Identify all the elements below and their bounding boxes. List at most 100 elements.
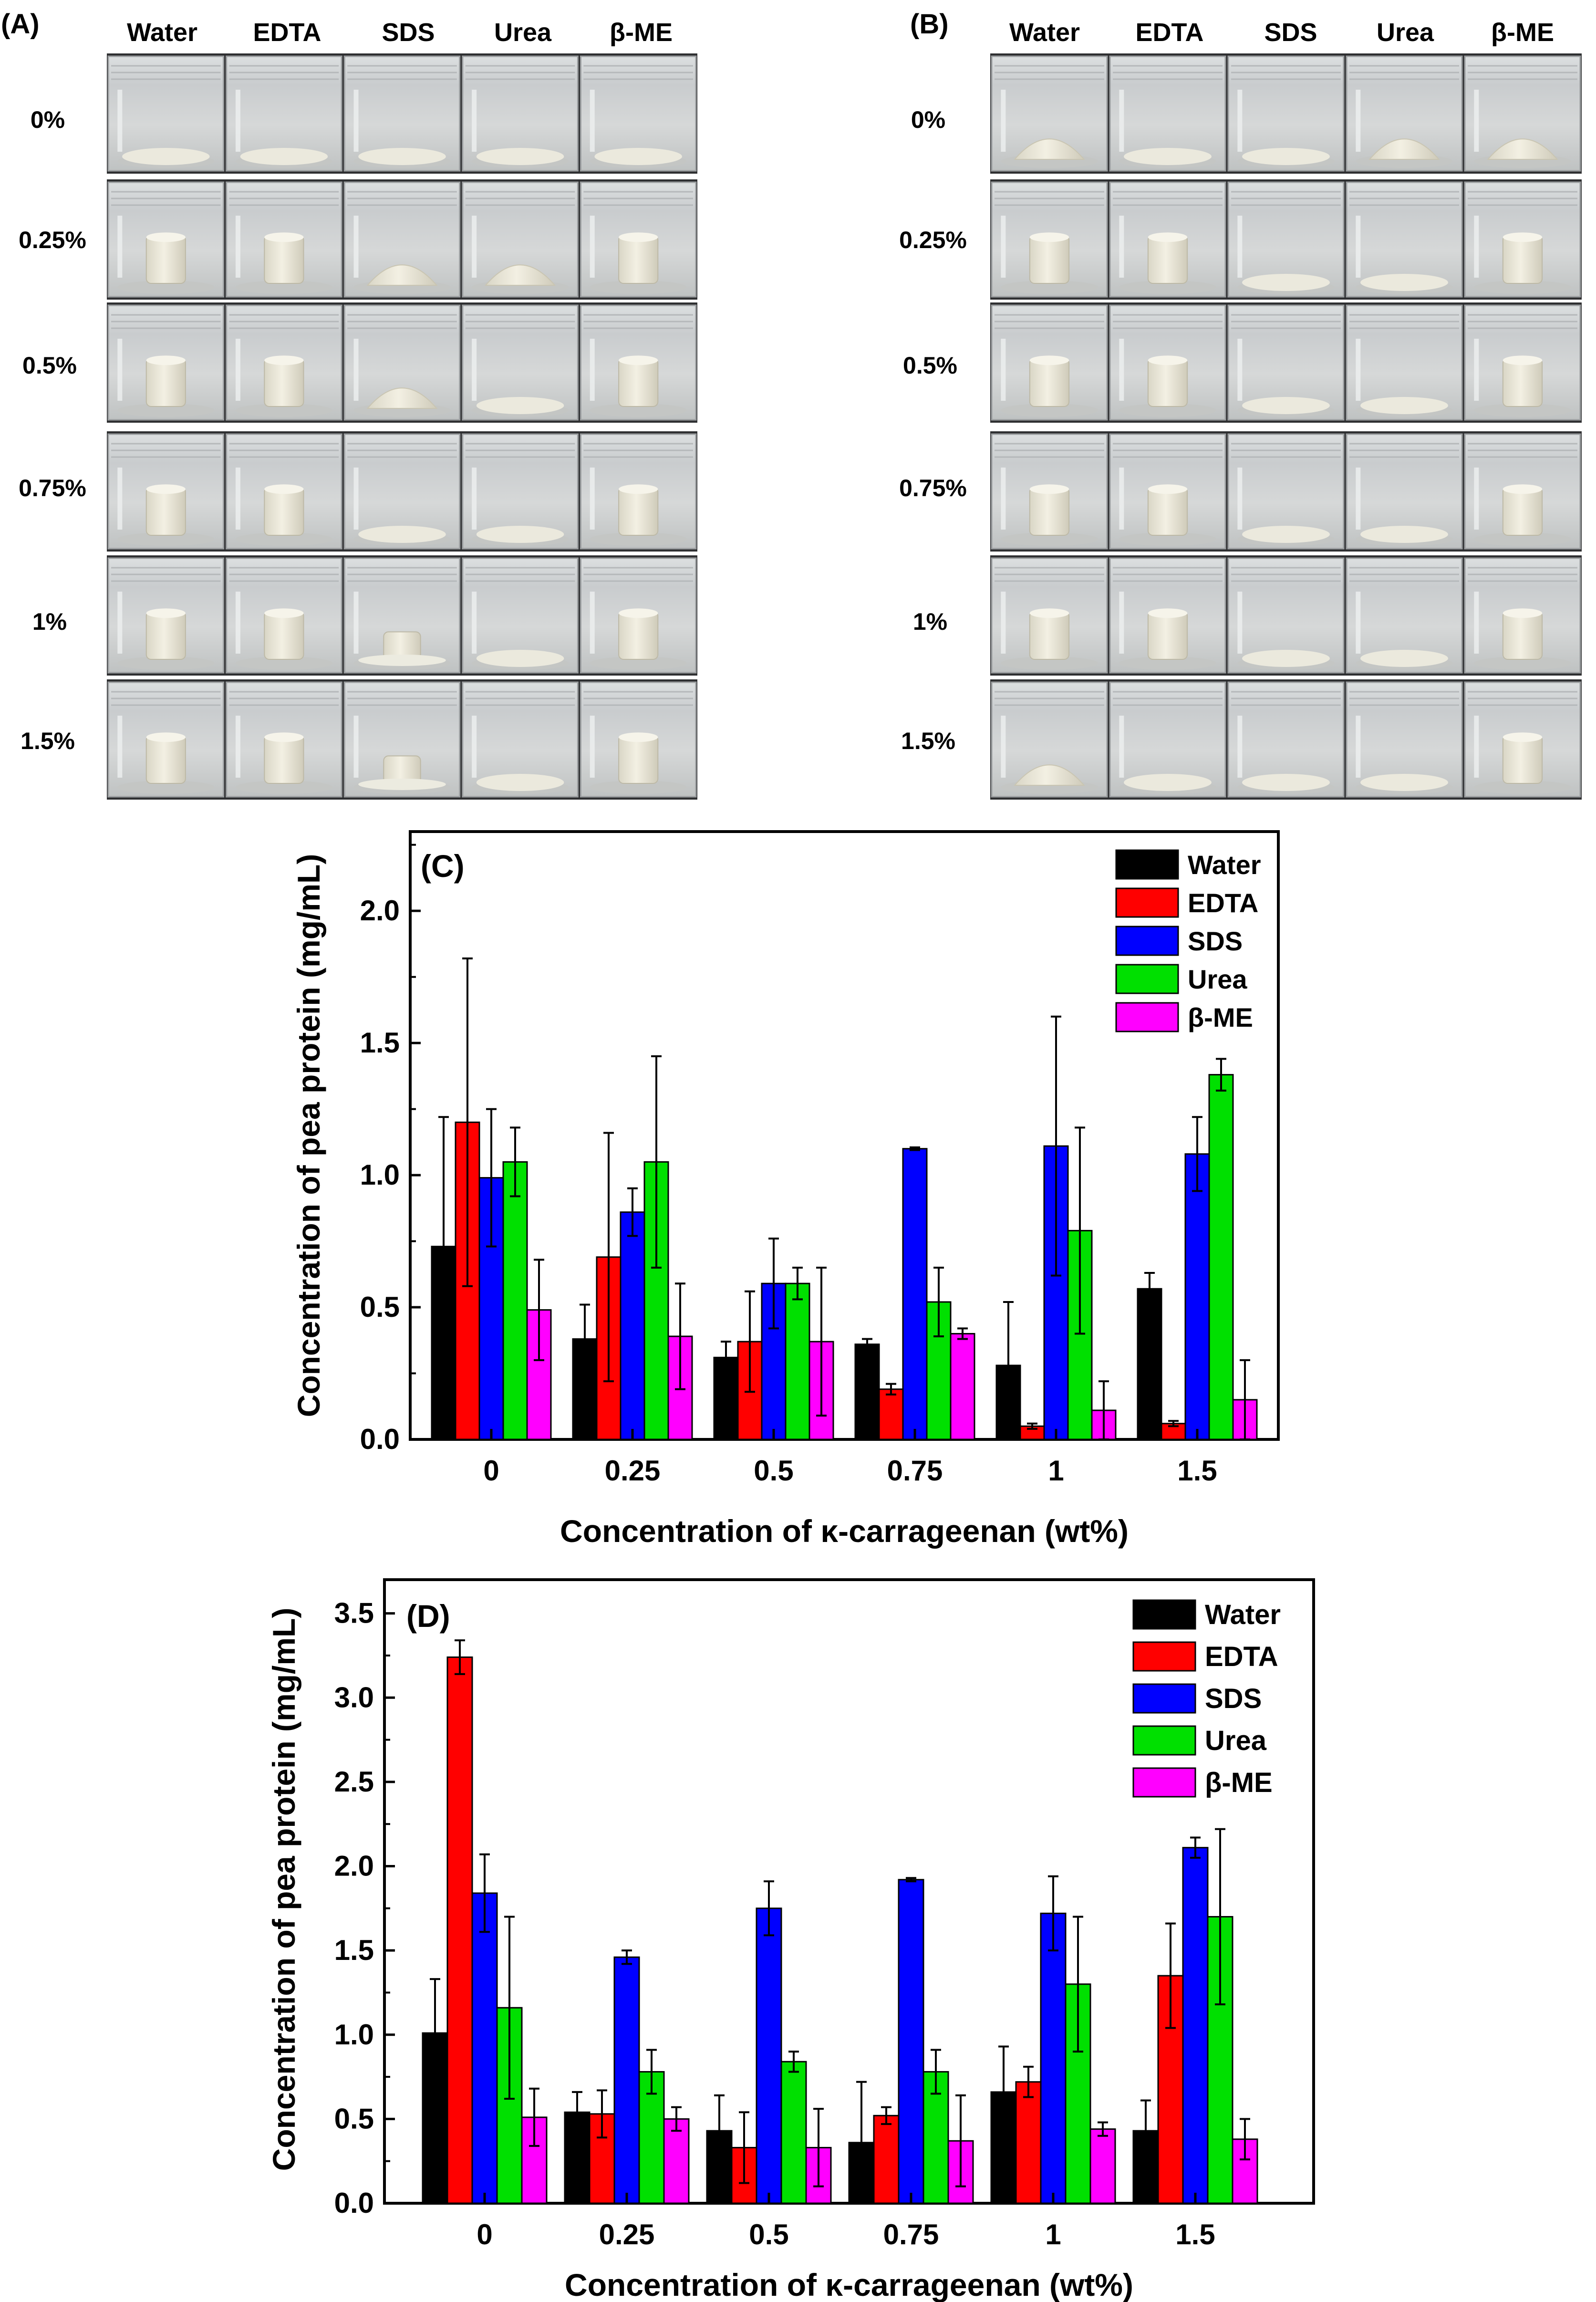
chartC-error-bar [1192,1116,1202,1192]
panel-a-jar [462,557,579,674]
panel-a-jar [343,557,461,674]
panel-b-row-15: 1.5% [901,728,955,754]
chartD-bar-sds [1040,1912,1067,2204]
chartD-error-bar [1140,2099,1151,2162]
panel-b-jar [1464,181,1581,298]
chartC-xtick-label: 0.5 [754,1455,793,1487]
chartC-error-bar [534,1259,544,1361]
chartD-legend-item: SDS [1132,1683,1262,1714]
chartC-legend-item: Water [1115,849,1261,880]
chartC-error-bar [745,1290,755,1393]
panel-a-jar [107,304,225,421]
chartD-legend-swatch [1132,1683,1196,1714]
chartC-legend-label: EDTA [1188,888,1258,918]
chart-c-plot-frame [409,830,1280,1441]
panel-a-jar [580,304,697,421]
panel-b-row-1: 1% [913,608,947,635]
chartD-error-bar [813,2108,824,2187]
chartC-error-bar [438,1116,449,1377]
chartC-bar-sds [620,1211,645,1440]
panel-b-jar [1109,181,1226,298]
chartD-bar-urea [780,2061,807,2204]
chartD-xtick-label: 0.25 [599,2219,655,2250]
chartD-bar-bme [1089,2128,1116,2204]
chartD-error-bar [764,1880,774,1937]
chartD-legend-swatch [1132,1599,1196,1630]
chartC-ytick-label: 2.0 [360,895,400,927]
chartD-legend-item: Water [1132,1599,1281,1630]
chartC-bar-urea [785,1282,810,1440]
panel-a-jar [226,433,342,550]
chartC-bar-sds [1184,1153,1210,1440]
chartC-legend-swatch [1115,887,1179,918]
chart-d-panel-label: (D) [406,1598,450,1634]
panel-a-photo-row [107,679,697,800]
chartC-error-bar [768,1238,779,1330]
chartC-error-bar [1240,1359,1250,1440]
chartC-xtick-label: 1.5 [1177,1455,1217,1487]
chartD-error-bar [881,2106,891,2125]
chartD-error-bar [1098,2121,1108,2137]
chartC-ytick-label: 1.0 [360,1159,400,1191]
panel-b-jar [1464,681,1581,798]
chartD-legend-swatch [1132,1641,1196,1672]
panel-b-col-urea: Urea [1377,18,1434,47]
panel-a-jar [107,181,225,298]
panel-a-jar [343,681,461,798]
panel-b-col-water: Water [1009,18,1080,47]
panel-a-jar [343,55,461,172]
chart-c-x-axis-title: Concentration of κ-carrageenan (wt%) [560,1513,1129,1549]
chartD-legend-swatch [1132,1767,1196,1798]
panel-b-jar [991,181,1108,298]
panel-b-jar [1227,433,1345,550]
chartC-error-bar [1075,1126,1085,1335]
panel-a-jar [580,681,697,798]
chartD-ytick-label: 3.5 [334,1597,374,1629]
chartD-ytick-label: 2.0 [334,1850,374,1882]
chartD-legend-label: SDS [1205,1683,1262,1714]
chartD-error-bar [455,1639,465,1675]
panel-a-jar [462,433,579,550]
chartC-legend-item: Urea [1115,964,1247,994]
chartC-error-bar [627,1187,638,1237]
chartD-error-bar [955,2094,966,2187]
chartD-error-bar [739,2111,749,2184]
panel-b-photo-row [990,179,1582,300]
panel-a-row-1: 1% [32,608,67,635]
chartC-ytick-label: 1.5 [360,1027,400,1059]
panel-b-jar [1109,304,1226,421]
panel-b-label: (B) [910,9,949,40]
panel-b-row-075: 0.75% [899,475,967,501]
chartC-error-bar [886,1383,896,1396]
panel-b-jar [991,557,1108,674]
chart-d-x-axis-title: Concentration of κ-carrageenan (wt%) [565,2267,1133,2302]
chart-d-bars [422,1656,1258,2204]
chartC-error-bar [1027,1422,1037,1430]
chartC-error-bar [1168,1420,1179,1427]
chartD-xtick-label: 0.5 [749,2219,788,2250]
chartD-xtick-label: 1.5 [1175,2219,1215,2250]
chart-c-legend: Water EDTA SDS Urea β-ME [1115,849,1261,1032]
chartC-legend-swatch [1115,926,1179,956]
chartD-bar-sds [1182,1847,1209,2204]
panel-b-photo-row [990,431,1582,552]
chartD-error-bar [1165,1922,1176,2029]
panel-a-photo-row [107,431,697,552]
panel-b-jar [1109,433,1226,550]
panel-b-photo-row [990,53,1582,174]
chartD-ytick-label: 0.0 [334,2187,374,2219]
chartD-ytick-label: 2.5 [334,1766,374,1798]
chartC-xtick-label: 0.75 [887,1455,943,1487]
chartD-xtick-label: 0.75 [883,2219,939,2250]
chartD-error-bar [1190,1836,1201,1859]
panel-b-row-0: 0% [911,106,945,133]
chartD-error-bar [714,2094,725,2167]
chartC-xtick-label: 0 [483,1455,499,1487]
chartD-legend-label: Water [1205,1599,1281,1630]
panel-a-jar [107,55,225,172]
chartC-error-bar [910,1146,920,1151]
panel-b-jar [1346,681,1463,798]
panel-a-col-water: Water [127,18,197,47]
panel-a-col-edta: EDTA [253,18,321,47]
chartC-error-bar [792,1266,803,1301]
